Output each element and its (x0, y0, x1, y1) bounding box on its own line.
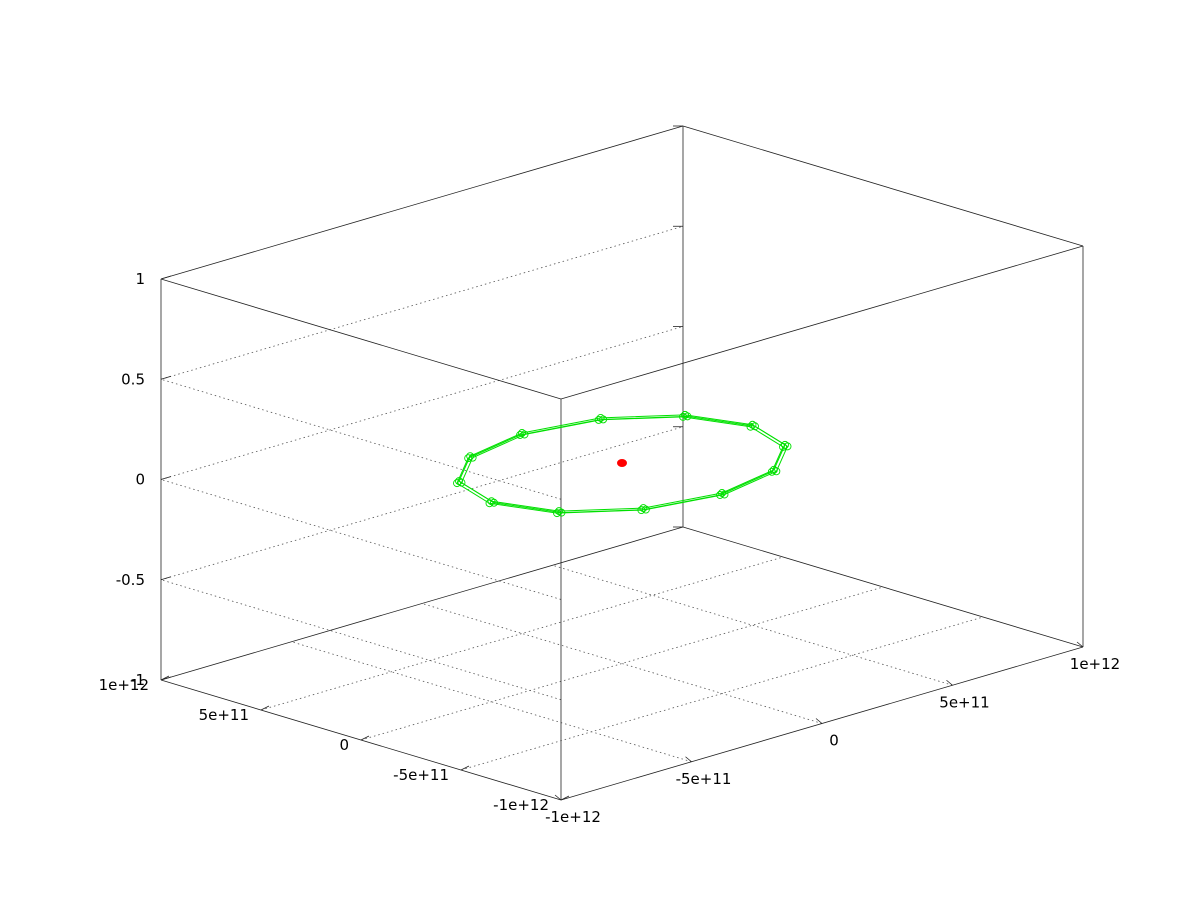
y-tick-label: 0 (339, 736, 349, 754)
orbit-point (718, 489, 726, 497)
orbit-point (485, 499, 494, 508)
orbit-point (468, 453, 477, 462)
orbit-point (557, 508, 566, 517)
box-top-edge (682, 125, 1084, 247)
box-top-edge (160, 278, 562, 400)
orbit-point (769, 465, 778, 474)
orbit-point (681, 410, 689, 419)
orbit-line (456, 416, 784, 514)
x-tick-label: -1e+12 (545, 808, 601, 826)
side-grid-line-z (160, 579, 562, 701)
y-tick (260, 705, 270, 711)
x-tick (1076, 641, 1084, 648)
base-grid-line-x (421, 603, 823, 724)
orbit-point (767, 467, 776, 476)
orbit-point (464, 454, 473, 463)
y-tick-label: 1e+12 (99, 676, 149, 694)
z-tick-label: 0.5 (121, 370, 145, 388)
z-tick-label: -1 (130, 671, 145, 689)
orbit-point (748, 420, 757, 429)
y-tick (560, 795, 570, 801)
orbit-point (466, 452, 475, 461)
orbit-point (679, 412, 687, 421)
x-tick (554, 794, 562, 801)
z-tick (160, 576, 172, 581)
base-grid-line-y (360, 586, 884, 741)
box-top-edge (160, 125, 684, 280)
side-grid-line-z (160, 479, 562, 600)
orbit-point (555, 507, 563, 516)
orbit-point (720, 490, 729, 499)
orbit-point (772, 467, 781, 476)
orbit-point (516, 431, 524, 439)
base-grid-line-y (460, 616, 984, 771)
z-tick (160, 476, 172, 480)
orbit-point (746, 422, 755, 431)
z-tick-label: 1 (135, 270, 145, 288)
orbit-point (596, 413, 605, 422)
x-tick (815, 718, 823, 724)
z-tick (160, 275, 172, 280)
y-tick-label: -5e+11 (393, 766, 449, 784)
orbit-point (455, 477, 463, 486)
plot-box (160, 125, 1084, 801)
orbit-point (779, 442, 787, 451)
orbit-point (518, 429, 526, 437)
box-base-edge (682, 526, 1084, 648)
orbit-point (553, 509, 561, 518)
y-tick (160, 675, 170, 681)
z-tick-label: -0.5 (116, 571, 145, 589)
grid-lines (160, 225, 984, 771)
orbit-point (751, 422, 759, 431)
x-tick-label: 5e+11 (939, 693, 989, 711)
x-tick (946, 679, 953, 686)
orbit-point (639, 504, 648, 513)
box-top-edge (560, 245, 1084, 400)
orbit-point (594, 415, 603, 424)
back-grid-line-z (160, 225, 684, 380)
orbit-point (716, 491, 724, 499)
y-tick (360, 735, 370, 741)
x-tick-label: 1e+12 (1070, 655, 1120, 673)
y-tick (460, 765, 470, 771)
y-tick-label: 5e+11 (199, 706, 249, 724)
y-tick-label: -1e+12 (493, 796, 549, 814)
back-grid-line-z (160, 326, 684, 480)
x-tick-label: -5e+11 (676, 770, 732, 788)
orbit-point (490, 498, 498, 507)
orbit-point (641, 505, 650, 514)
orbit-point (453, 479, 461, 488)
orbit-point (599, 415, 608, 424)
z-tick (160, 375, 172, 380)
z-tick-label: 0 (135, 471, 145, 489)
x-tick-label: 0 (829, 732, 839, 750)
orbit-point (457, 478, 466, 487)
orbit-point (520, 430, 529, 439)
orbit-point (637, 506, 646, 515)
base-grid-line-y (260, 556, 784, 711)
orbit-point (781, 440, 789, 449)
data-series (453, 410, 792, 518)
x-tick (685, 756, 692, 763)
tick-labels: 1 0.5 0 -0.5 -1 -1e+12 -5e+11 0 5e+11 1e+12 -1e+12… (99, 270, 1121, 826)
tick-marks (160, 125, 1084, 801)
side-grid-line-z (160, 378, 562, 500)
box-base-edge (160, 526, 684, 681)
base-grid-line-x (552, 564, 953, 686)
orbit-point (783, 442, 792, 451)
orbit-point (683, 412, 692, 421)
back-grid-line-z (160, 426, 684, 581)
orbit-point (487, 497, 496, 506)
center-point (617, 459, 627, 467)
